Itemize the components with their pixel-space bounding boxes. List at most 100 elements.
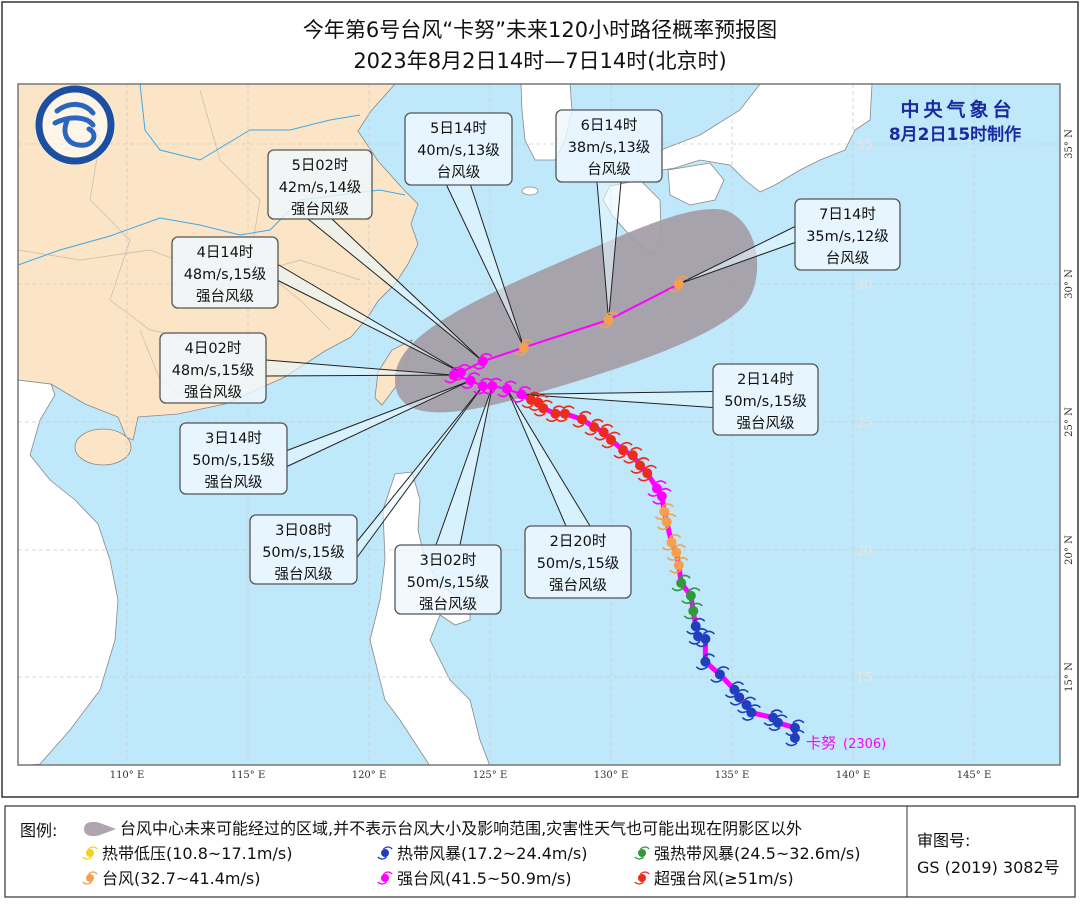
legend-typhoon-icon [82,846,98,860]
legend-typhoon-icon [82,871,98,885]
observed-point-icon [683,602,703,620]
forecast-grade: 台风级 [587,161,631,178]
leader-line [678,242,796,285]
forecast-point-icon [473,352,493,370]
leader-line [265,359,454,376]
agency-name: 中央气象台 [900,98,1015,121]
observed-point-icon [671,574,691,592]
cone-legend-text: 台风中心未来可能经过的区域,并不表示台风大小及影响范围,灾害性天气也可能出现在阴… [120,819,802,838]
observed-point-icon [724,681,744,698]
forecast-time: 3日02时 [420,552,477,569]
forecast-labels: 2日14时50m/s,15级强台风级2日20时50m/s,15级强台风级3日02… [159,109,901,615]
lon-tick-label: 120° E [352,770,387,781]
legend-box [4,805,1076,898]
observed-point-icon [686,617,706,635]
observed-point-icon [637,464,657,482]
observed-point-icon [729,689,749,706]
observed-point-icon [572,410,592,428]
leader-line [506,388,567,527]
legend-title: 图例: [20,821,57,840]
observed-point-icon [594,423,614,441]
inner-lat-label: 25 [856,416,873,431]
forecast-wind: 40m/s,13级 [417,142,500,159]
observed-point-icon [695,653,715,671]
inner-lat-label: 20 [856,544,873,559]
legend-item-label: 热带风暴(17.2~24.4m/s) [397,844,587,863]
lat-tick-label: 15° N [1064,662,1075,692]
observed-point-icon [630,457,650,474]
map-subtitle: 2023年8月2日14时—7日14时(北京时) [353,49,726,73]
forecast-wind: 50m/s,15级 [724,393,807,410]
observed-point-icon [601,431,621,449]
forecast-wind: 50m/s,15级 [192,452,275,469]
forecast-grade: 强台风级 [549,577,607,594]
map-title: 今年第6号台风“卡努”未来120小时路径概率预报图 [303,18,777,42]
observed-point-icon [710,666,730,683]
track-points [444,275,805,747]
leader-line [277,280,462,373]
typhoon-id: (2306) [843,737,886,752]
legend-item-label: 超强台风(≥51m/s) [654,869,794,888]
observed-point-icon [545,405,565,423]
legend-typhoon-icon [634,846,650,860]
inner-lat-labels: 35 30 25 20 15 [856,138,873,686]
observed-point-icon [654,503,674,520]
leader-line [521,391,714,395]
land-honshu [660,84,873,193]
observed-point-icon [763,709,783,726]
leader-line [265,374,454,377]
forecast-grade: 台风级 [437,164,481,181]
leader-line [435,385,493,546]
leader-line [521,393,714,408]
legend-typhoon-icon [634,871,650,885]
forecast-point-icon [669,275,689,293]
observed-point-icon [736,696,757,714]
forecast-wind: 50m/s,15级 [407,574,490,591]
lat-tick-label: 35° N [1064,129,1075,159]
lon-tick-label: 145° E [957,770,992,781]
legend-item-label: 强热带风暴(24.5~32.6m/s) [654,844,860,863]
leader-lines [265,181,796,558]
observed-point-icon [521,391,541,409]
land-jeju [521,186,539,196]
leader-line [277,264,462,373]
forecast-wind: 42m/s,14级 [279,179,362,196]
forecast-grade: 强台风级 [737,415,795,432]
leader-line [459,386,493,546]
leader-line [506,388,591,527]
forecast-wind: 38m/s,13级 [568,139,651,156]
inner-lat-label: 30 [856,278,873,293]
leader-line [356,385,484,558]
observed-point-icon [666,544,686,561]
leader-line [446,184,525,348]
forecast-point-icon [451,364,471,381]
leader-line [596,181,610,320]
land-indochina [18,379,119,765]
lat-tick-label: 20° N [1064,535,1075,565]
forecast-wind: 48m/s,15级 [172,362,255,379]
leader-wedge [597,182,621,320]
leader-line [307,218,484,362]
forecast-time: 2日14时 [737,371,794,388]
forecast-point-icon [497,380,517,398]
leader-line [356,385,484,542]
forecast-time: 7日14时 [819,206,876,223]
legend-typhoon-icon [377,871,393,885]
forecast-grade: 强台风级 [419,596,477,613]
forecast-time: 5日02时 [292,157,349,174]
forecast-point-icon [461,372,481,389]
legend-item-label: 强台风(41.5~50.9m/s) [397,869,571,888]
observed-point-icon [681,587,701,605]
leader-line [470,184,525,348]
leader-line [331,218,484,362]
legend-item-label: 热带低压(10.8~17.1m/s) [102,844,292,863]
